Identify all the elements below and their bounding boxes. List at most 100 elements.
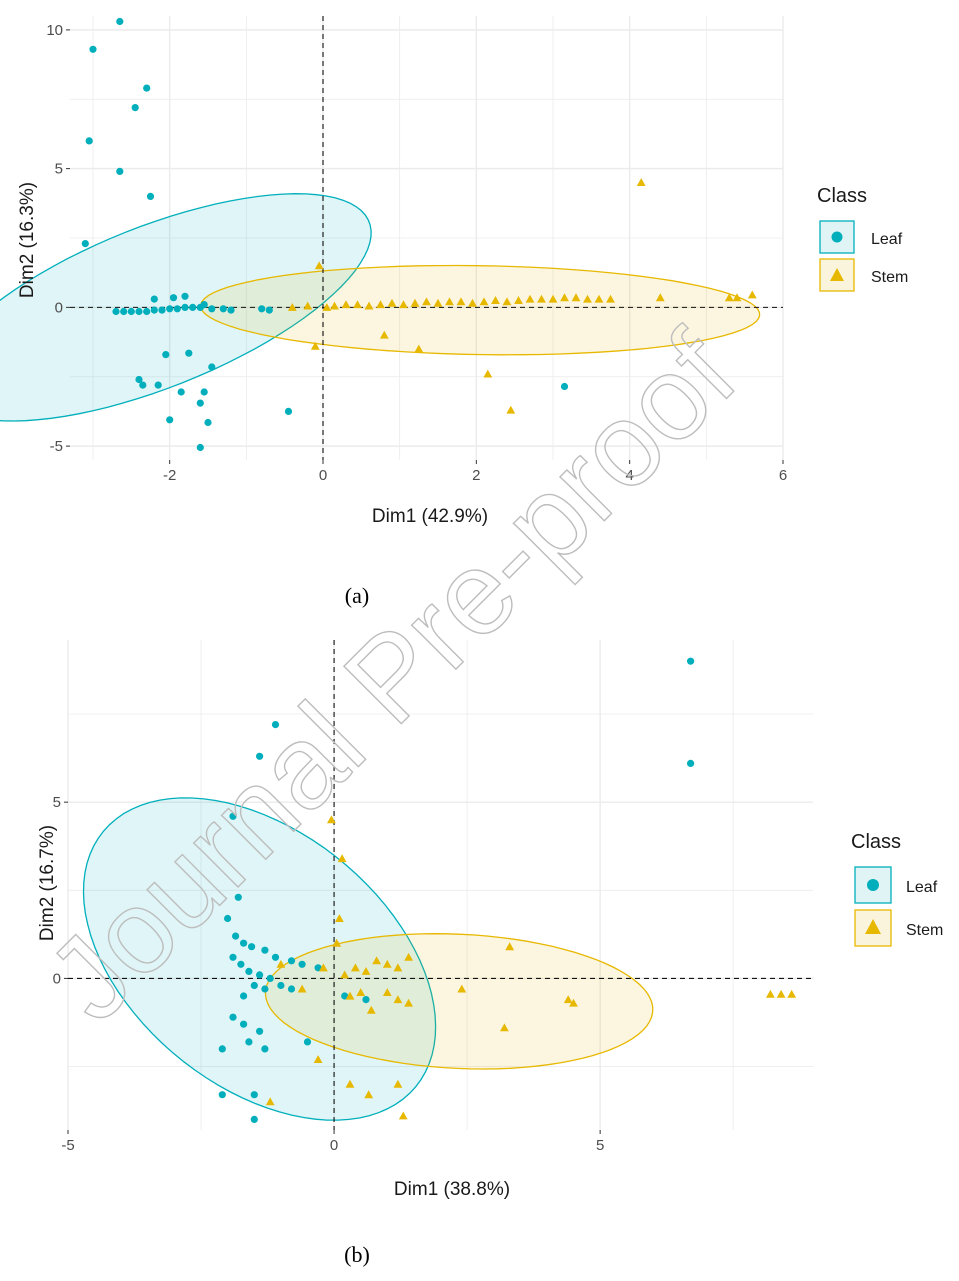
leaf-point [362,996,370,1004]
leaf-point [234,893,242,901]
chart-b-y-axis-title: Dim2 (16.7%) [37,825,58,941]
stem-point [313,1055,323,1063]
stem-point [468,298,477,307]
leaf-point [169,294,178,302]
stem-point [393,963,403,972]
leaf-point [258,305,266,313]
x-tick-label: 6 [779,467,787,484]
leaf-point [158,306,166,314]
leaf-point [256,752,264,760]
stem-point [265,1097,275,1106]
leaf-point [143,307,151,316]
leaf-point [287,957,296,965]
stem-point [445,297,454,306]
stem-point [382,988,392,996]
stem-point [379,330,389,339]
stem-point [366,1005,376,1014]
stem-point [330,301,339,310]
x-tick-label: 5 [596,1137,604,1154]
leaf-point [237,960,245,968]
stem-point [332,938,342,947]
stem-point [483,369,493,378]
y-tick-label: 5 [53,794,61,811]
stem-point [537,294,546,303]
leaf-point [127,307,135,316]
circle-icon [831,231,843,243]
leaf-point [560,382,569,391]
chart-b-x-ticks: -5 0 5 [61,1130,604,1154]
x-tick-label: 2 [472,467,480,484]
leaf-point [196,399,204,407]
stem-point [747,290,757,299]
stem-point [655,293,665,302]
stem-point [776,989,786,998]
chart-b-reference-lines [68,640,813,1130]
stem-point [479,297,489,306]
leaf-point [266,974,274,983]
triangle-icon [865,919,881,934]
stem-point [356,988,366,996]
leaf-point [245,967,253,976]
leaf-point [261,1045,269,1053]
triangle-icon [830,268,844,281]
chart-a-legend-title: Class [817,185,867,207]
stem-point [361,967,371,975]
stem-point [414,344,424,353]
leaf-point [85,137,93,145]
stem-point [303,301,313,310]
stem-point [636,178,646,186]
stem-point [341,300,351,309]
leaf-point [248,943,256,951]
stem-point [506,405,516,414]
leaf-point [162,351,170,359]
leaf-point [218,1045,226,1053]
leaf-point [265,306,273,314]
leaf-point [250,1091,258,1099]
chart-a-caption: (a) [345,583,369,608]
stem-point [732,293,742,302]
leaf-point [131,104,139,112]
leaf-point [135,307,143,316]
stem-point [766,989,775,998]
leaf-point [219,305,227,313]
stem-point [505,942,515,951]
leaf-point [250,1115,258,1123]
chart-a-x-ticks: -2 0 2 4 6 [163,460,787,484]
stem-point [310,341,320,350]
leaf-point [314,964,322,972]
stem-point [364,1090,374,1099]
leaf-point [240,992,248,1000]
stem-point [353,300,362,309]
leaf-point [240,1020,248,1028]
chart-a-legend: Class Leaf Stem [817,185,908,292]
chart-a-reference-lines [70,16,783,460]
stem-point [382,959,392,968]
leaf-point [277,981,285,990]
leaf-point [256,971,264,979]
leaf-point [150,306,158,314]
chart-a-x-axis-title: Dim1 (42.9%) [372,506,488,527]
leaf-point [166,416,174,424]
stem-point [387,298,397,307]
chart-a-y-axis-title: Dim2 (16.3%) [17,182,38,298]
stem-point [548,294,558,303]
leaf-point [303,1038,312,1046]
chart-a-y-ticks: -5 0 5 10 [46,22,70,455]
stem-point [583,294,592,303]
stem-point [276,959,286,968]
stem-point [594,294,604,303]
x-tick-label: 0 [319,467,327,484]
stem-point [340,970,350,979]
stem-point [606,294,615,303]
chart-b-points [218,657,797,1123]
stem-point [351,963,360,972]
leaf-point [185,349,193,357]
stem-point [393,995,403,1004]
stem-point [287,303,297,311]
leaf-point [245,1038,253,1046]
leaf-point [196,443,204,452]
stem-point [364,301,374,310]
stem-point [345,1079,355,1088]
leaf-point [181,303,189,311]
stem-point [399,300,408,309]
